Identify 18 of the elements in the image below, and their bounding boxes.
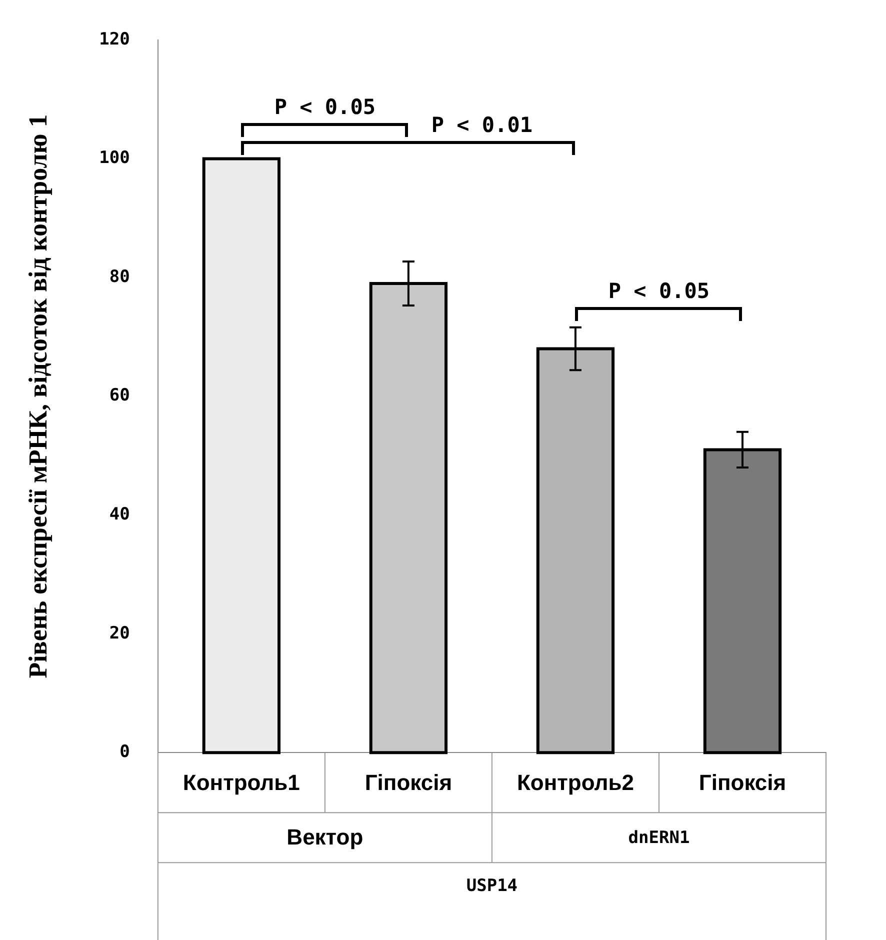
text: USP14 <box>466 876 518 896</box>
x-tick-label: Гіпоксія <box>698 770 786 795</box>
annotation: P < 0.01 <box>431 112 533 137</box>
y-tick-label: 120 <box>99 29 130 50</box>
y-tick-label: 20 <box>109 623 130 644</box>
text: Вектор <box>286 824 364 850</box>
y-axis-title: Рівень експресії мРНК, відсоток від контролю 1 <box>23 114 52 678</box>
x-tick-label: Гіпоксія <box>364 770 452 795</box>
y-tick-label: 0 <box>120 742 130 762</box>
text: dnERN1 <box>628 828 690 848</box>
y-tick-label: 60 <box>109 386 130 406</box>
y-tick-label: 80 <box>109 266 130 287</box>
annotation: P < 0.05 <box>608 279 710 304</box>
y-tick-label: 40 <box>109 504 130 524</box>
x-tick-label: Контроль2 <box>516 770 634 795</box>
x-tick-label: Контроль1 <box>182 770 300 795</box>
y-tick-label: 100 <box>99 148 130 168</box>
annotation: P < 0.05 <box>274 95 376 120</box>
